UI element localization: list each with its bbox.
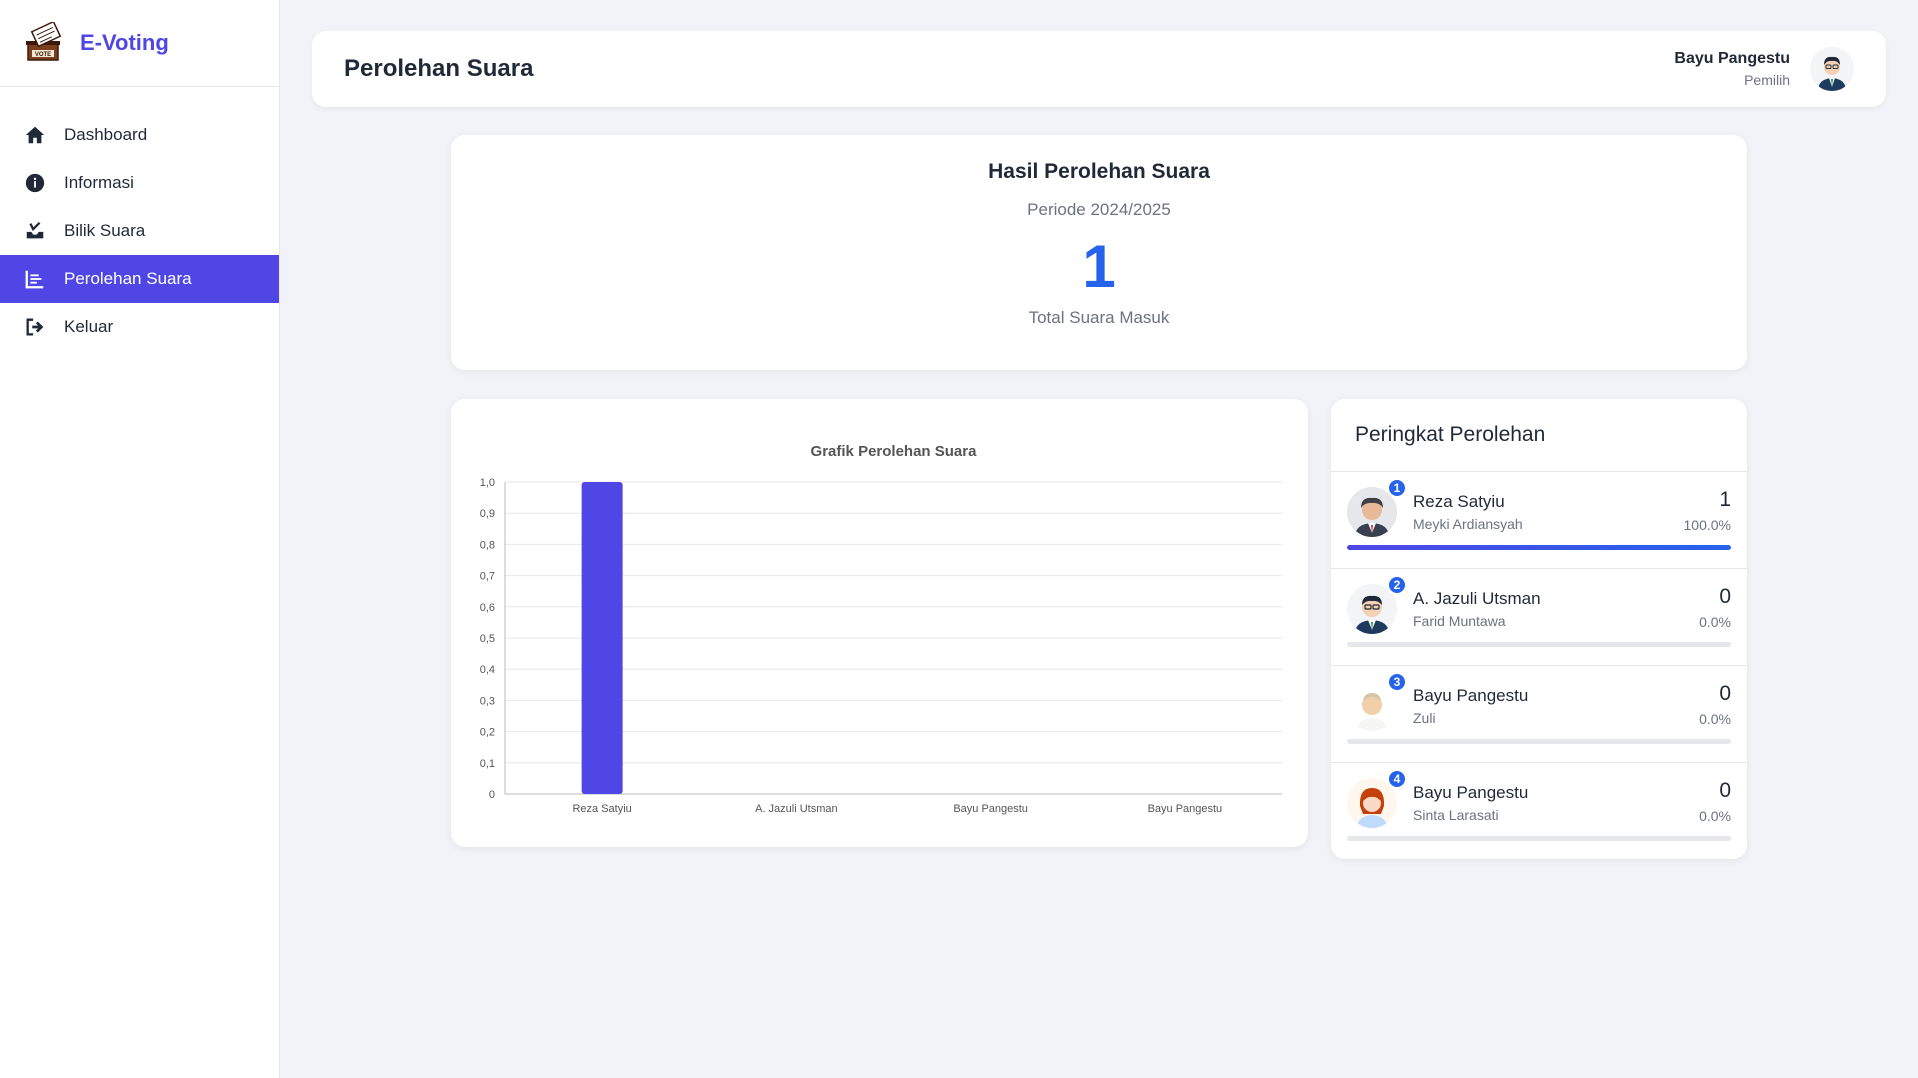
vote-progress-bar: [1347, 642, 1731, 647]
page-header: Perolehan Suara Bayu Pangestu Pemilih: [312, 31, 1886, 107]
y-tick-label: 0: [489, 789, 495, 801]
vote-chart-card: Grafik Perolehan Suara 0 0,1 0,2 0,3 0,4 0,5 0,…: [451, 399, 1308, 847]
ranking-item: 1 Reza Satyiu Meyki Ardiansyah 1 100.0%: [1331, 472, 1747, 569]
vote-progress-bar: [1347, 545, 1731, 550]
vote-percent: 0.0%: [1699, 808, 1731, 824]
sidebar-item-label: Informasi: [64, 173, 134, 192]
vote-count: 0: [1719, 585, 1731, 608]
chart-title: Grafik Perolehan Suara: [811, 443, 978, 460]
y-tick-label: 0,2: [480, 727, 495, 739]
running-mate-name: Farid Muntawa: [1413, 613, 1506, 629]
user-info: Bayu Pangestu Pemilih: [1674, 50, 1790, 88]
y-tick-label: 0,9: [480, 508, 495, 520]
rank-badge: 1: [1387, 478, 1407, 498]
brand[interactable]: VOTE E-Voting: [0, 0, 279, 87]
sidebar-item-keluar[interactable]: Keluar: [0, 303, 279, 351]
sidebar-item-informasi[interactable]: Informasi: [0, 159, 279, 207]
ranking-card: Peringkat Perolehan 1 Reza Satyiu Meyki …: [1331, 399, 1747, 859]
vote-count: 0: [1719, 682, 1731, 705]
sidebar-item-bilik-suara[interactable]: Bilik Suara: [0, 207, 279, 255]
info-icon: [24, 172, 46, 194]
candidate-avatar: [1347, 778, 1397, 828]
ranking-item: 2 A. Jazuli Utsman Farid Muntawa 0 0.0%: [1331, 569, 1747, 666]
running-mate-name: Zuli: [1413, 710, 1436, 726]
ranking-item: 4 Bayu Pangestu Sinta Larasati 0 0.0%: [1331, 763, 1747, 859]
running-mate-name: Meyki Ardiansyah: [1413, 516, 1523, 532]
sidebar-nav: Dashboard Informasi Bilik Suara Peroleha…: [0, 111, 279, 351]
sidebar-item-label: Bilik Suara: [64, 221, 146, 240]
sidebar-item-label: Dashboard: [64, 125, 148, 144]
vote-summary-card: Hasil Perolehan Suara Periode 2024/2025 …: [451, 135, 1747, 370]
y-tick-label: 0,4: [480, 664, 495, 676]
candidate-name: Reza Satyiu: [1413, 492, 1505, 511]
x-tick-label: A. Jazuli Utsman: [755, 803, 838, 815]
rank-badge: 2: [1387, 575, 1407, 595]
y-tick-label: 1,0: [480, 477, 495, 489]
total-votes: 1: [1082, 233, 1116, 300]
x-tick-label: Bayu Pangestu: [1148, 803, 1223, 815]
running-mate-name: Sinta Larasati: [1413, 807, 1499, 823]
user-name: Bayu Pangestu: [1674, 50, 1790, 67]
page-title: Perolehan Suara: [344, 55, 534, 82]
x-tick-label: Reza Satyiu: [572, 803, 631, 815]
y-tick-label: 0,6: [480, 602, 495, 614]
vote-bar-chart: Grafik Perolehan Suara 0 0,1 0,2 0,3 0,4 0,5 0,…: [480, 443, 1282, 815]
chart-bar: [581, 482, 623, 794]
vote-progress-fill: [1347, 545, 1731, 550]
x-tick-label: Bayu Pangestu: [953, 803, 1028, 815]
vote-percent: 0.0%: [1699, 711, 1731, 727]
total-votes-caption: Total Suara Masuk: [1028, 308, 1170, 327]
summary-title: Hasil Perolehan Suara: [988, 160, 1210, 183]
vote-count: 1: [1719, 488, 1731, 511]
inbox-icon: [24, 220, 46, 242]
candidate-avatar: [1347, 584, 1397, 634]
sidebar-item-label: Keluar: [64, 317, 114, 336]
logout-icon: [24, 316, 46, 338]
candidate-name: A. Jazuli Utsman: [1413, 589, 1541, 608]
y-tick-label: 0,7: [480, 571, 495, 583]
vote-progress-bar: [1347, 836, 1731, 841]
home-icon: [24, 124, 46, 146]
summary-period: Periode 2024/2025: [1027, 200, 1171, 219]
y-tick-label: 0,8: [480, 539, 495, 551]
candidate-name: Bayu Pangestu: [1413, 783, 1529, 802]
sidebar: VOTE E-Voting Dashboard Informasi: [0, 0, 280, 1078]
candidate-name: Bayu Pangestu: [1413, 686, 1529, 705]
candidate-avatar: [1347, 487, 1397, 537]
rank-badge: 3: [1387, 672, 1407, 692]
ballot-box-vote-icon: VOTE: [26, 22, 62, 61]
brand-name: E-Voting: [80, 30, 169, 55]
y-tick-label: 0,1: [480, 758, 495, 770]
y-tick-label: 0,5: [480, 633, 495, 645]
avatar[interactable]: [1810, 47, 1854, 91]
y-tick-label: 0,3: [480, 695, 495, 707]
vote-count: 0: [1719, 779, 1731, 802]
sidebar-item-dashboard[interactable]: Dashboard: [0, 111, 279, 159]
candidate-avatar: [1347, 681, 1397, 731]
user-menu[interactable]: Bayu Pangestu Pemilih: [1674, 47, 1854, 91]
vote-percent: 0.0%: [1699, 614, 1731, 630]
user-role: Pemilih: [1744, 72, 1790, 88]
rank-badge: 4: [1387, 769, 1407, 789]
sidebar-item-label: Perolehan Suara: [64, 269, 192, 288]
chart-list-icon: [24, 268, 46, 290]
ranking-title: Peringkat Perolehan: [1331, 399, 1747, 472]
ranking-item: 3 Bayu Pangestu Zuli 0 0.0%: [1331, 666, 1747, 763]
sidebar-item-perolehan-suara[interactable]: Perolehan Suara: [0, 255, 279, 303]
vote-percent: 100.0%: [1683, 517, 1731, 533]
svg-text:VOTE: VOTE: [35, 52, 51, 58]
vote-progress-bar: [1347, 739, 1731, 744]
